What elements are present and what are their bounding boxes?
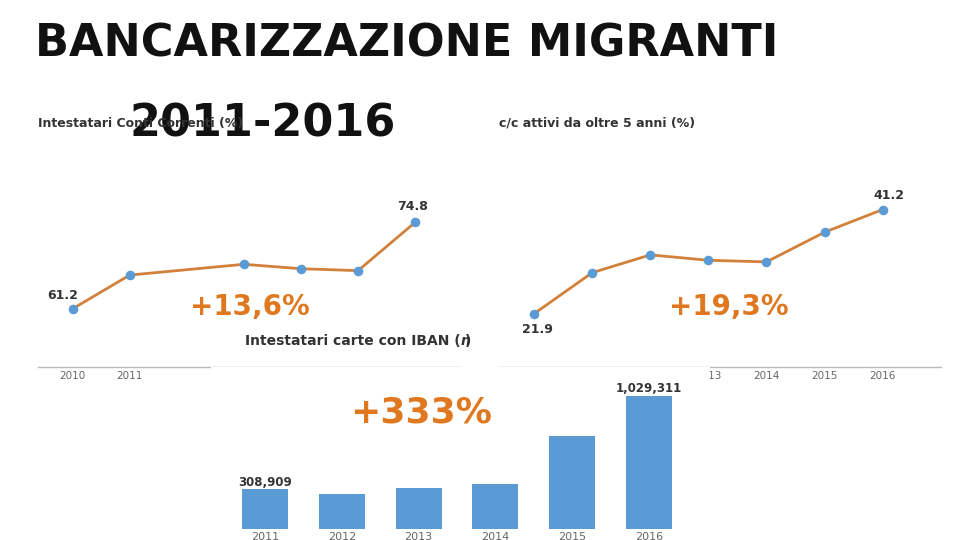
Bar — [626, 396, 672, 529]
Point — [236, 260, 252, 268]
Point — [875, 205, 890, 214]
Bar — [549, 436, 595, 529]
Point — [758, 258, 774, 266]
Text: c/c attivi da oltre 5 anni (%): c/c attivi da oltre 5 anni (%) — [499, 117, 695, 130]
Point — [407, 218, 422, 227]
Text: BANCARIZZAZIONE MIGRANTI: BANCARIZZAZIONE MIGRANTI — [35, 23, 778, 66]
Text: 74.8: 74.8 — [396, 200, 428, 213]
Point — [526, 309, 541, 318]
Text: +333%: +333% — [350, 396, 492, 429]
Point — [350, 266, 366, 275]
Point — [122, 271, 137, 279]
Point — [817, 228, 832, 237]
Point — [65, 305, 81, 313]
Text: +19,3%: +19,3% — [669, 293, 789, 321]
Text: ): ) — [465, 334, 471, 348]
Bar — [472, 484, 518, 529]
Text: 41.2: 41.2 — [873, 188, 904, 202]
Point — [701, 256, 716, 265]
Text: 2011-2016: 2011-2016 — [130, 103, 396, 146]
Text: 308,909: 308,909 — [238, 476, 292, 489]
Point — [294, 265, 309, 273]
Bar — [396, 488, 442, 529]
Point — [585, 268, 600, 277]
Text: Intestatari Conti Correnti (%): Intestatari Conti Correnti (%) — [38, 117, 244, 130]
Bar — [242, 489, 288, 529]
Point — [642, 251, 658, 259]
Text: 1,029,311: 1,029,311 — [615, 382, 683, 395]
Bar — [319, 494, 365, 529]
Text: n: n — [461, 334, 470, 348]
Text: Intestatari carte con IBAN (: Intestatari carte con IBAN ( — [245, 334, 461, 348]
Text: 21.9: 21.9 — [521, 322, 552, 336]
Text: 61.2: 61.2 — [47, 289, 78, 302]
Text: +13,6%: +13,6% — [190, 293, 309, 321]
